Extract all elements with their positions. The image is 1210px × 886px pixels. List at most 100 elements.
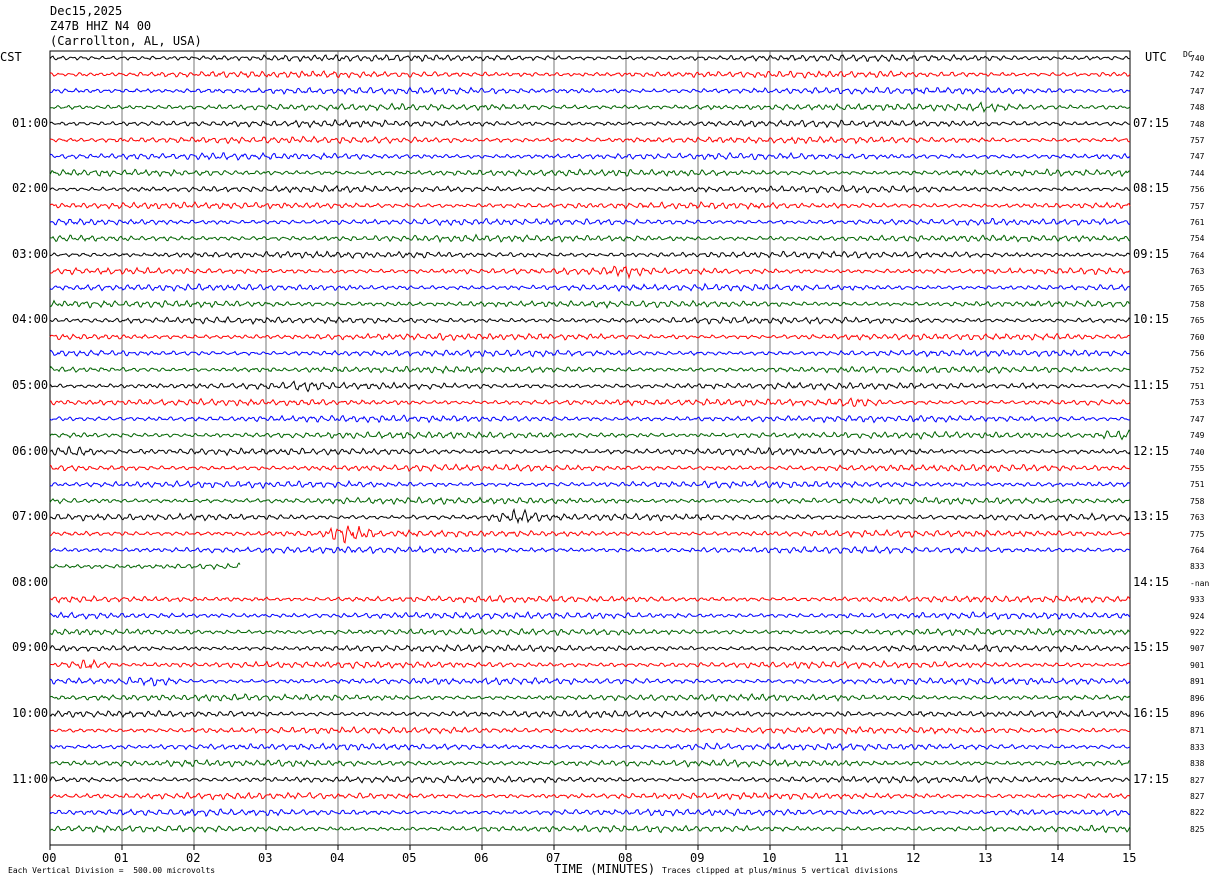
dc-offset-label: 907 [1190,644,1205,654]
x-tick-label: 15 [1122,851,1137,865]
trace-row-25 [49,463,1131,473]
header-date: Dec15,2025 [50,4,123,18]
dc-offset-label: 758 [1190,496,1205,506]
trace-row-7 [49,168,1131,178]
dc-offset-label: 833 [1190,562,1205,572]
dc-offset-label: 749 [1190,431,1205,441]
x-tick-label: 05 [402,851,417,865]
dc-offset-label: 922 [1190,628,1205,637]
dc-offset-label: 838 [1190,759,1205,769]
trace-row-12 [49,250,1131,260]
x-tick-label: 09 [690,851,705,865]
dc-offset-label: 763 [1190,267,1205,277]
dc-offset-label: 747 [1190,414,1205,424]
trace-row-11 [50,233,1131,244]
dc-offset-label: 753 [1190,398,1205,408]
right-hour-label: 16:15 [1133,706,1170,720]
dc-offset-label: 896 [1190,710,1205,719]
dc-offset-label: 827 [1190,792,1205,801]
clip-note: Traces clipped at plus/minus 5 vertical … [662,866,899,875]
right-hour-label: 15:15 [1133,640,1170,655]
scale-note: Each Vertical Division = 500.00 microvol… [8,866,216,875]
x-tick-label: 10 [762,851,777,865]
left-hour-label: 04:00 [12,312,49,327]
trace-row-38 [49,676,1131,687]
dc-offset-label: 748 [1190,119,1205,129]
x-tick-label: 04 [330,851,345,865]
left-hour-label: 06:00 [12,443,49,458]
trace-row-31 [49,562,241,571]
dc-offset-label: 747 [1190,86,1205,96]
dc-offset-label: 757 [1190,201,1205,211]
dc-offset-label: 822 [1190,808,1205,818]
dc-offset-label: 901 [1190,660,1205,670]
dc-offset-label: 740 [1190,447,1205,457]
trace-row-40 [49,709,1131,719]
trace-row-2 [49,86,1131,96]
dc-offset-label: 891 [1190,677,1205,687]
x-tick-label: 07 [546,851,561,865]
x-tick-label: 08 [618,851,633,865]
x-tick-label: 12 [906,851,921,865]
dc-offset-label: 896 [1190,693,1205,703]
right-hour-label: 10:15 [1133,312,1170,327]
trace-row-6 [49,151,1131,161]
right-hour-label: 14:15 [1133,574,1170,589]
trace-row-34 [49,610,1131,621]
trace-row-47 [49,824,1131,834]
left-hour-label: 09:00 [12,640,49,655]
dc-offset-label: -nan [1190,578,1210,588]
trace-row-43 [49,758,1131,768]
dc-offset-label: 827 [1190,775,1205,785]
dc-offset-label: 751 [1190,480,1205,490]
dc-offset-label: 751 [1190,382,1205,391]
right-timezone-label: UTC [1145,50,1167,64]
dc-offset-label: 765 [1190,316,1205,326]
left-hour-label: 01:00 [12,115,49,130]
x-tick-label: 02 [186,851,201,865]
dc-offset-label: 755 [1190,464,1205,473]
trace-row-10 [49,217,1131,227]
trace-row-36 [49,643,1131,653]
left-hour-label: 02:00 [12,181,49,196]
header-station: Z47B HHZ N4 00 [50,19,152,33]
dc-offset-label: 764 [1190,250,1205,260]
right-hour-label: 12:15 [1133,443,1170,458]
x-tick-label: 11 [834,851,849,865]
dc-header-label: DC [1183,50,1193,59]
trace-row-22 [49,414,1131,424]
trace-row-0 [49,53,1130,63]
left-hour-label: 11:00 [12,771,49,786]
left-hour-label: 03:00 [12,246,49,261]
dc-offset-label: 742 [1190,70,1205,80]
trace-row-17 [49,332,1131,342]
dc-offset-label: 765 [1190,283,1205,293]
trace-row-26 [49,479,1131,490]
trace-row-1 [49,70,1131,79]
trace-row-3 [49,101,1131,114]
trace-row-14 [49,282,1131,292]
x-tick-label: 03 [258,851,273,865]
trace-row-37 [49,658,1131,670]
dc-offset-label: 740 [1190,54,1205,63]
left-hour-label: 07:00 [12,509,49,524]
dc-offset-label: 764 [1190,546,1205,555]
trace-row-23 [49,429,1131,441]
dc-offset-label: 924 [1190,611,1205,621]
trace-row-5 [49,135,1131,145]
trace-row-4 [49,118,1131,129]
right-hour-label: 09:15 [1133,246,1170,261]
dc-offset-label: 744 [1190,168,1205,178]
trace-row-8 [49,184,1131,194]
dc-offset-label: 756 [1190,349,1205,359]
plot-frame [49,50,1131,846]
trace-row-44 [49,775,1131,785]
trace-row-15 [49,299,1130,310]
dc-offset-label: 933 [1190,595,1205,605]
dc-offset-label: 760 [1190,332,1205,342]
dc-offset-label: 757 [1190,136,1205,145]
right-hour-label: 13:15 [1133,509,1170,524]
dc-offset-label: 775 [1190,529,1205,539]
left-timezone-label: CST [0,50,22,64]
trace-row-13 [49,265,1131,280]
